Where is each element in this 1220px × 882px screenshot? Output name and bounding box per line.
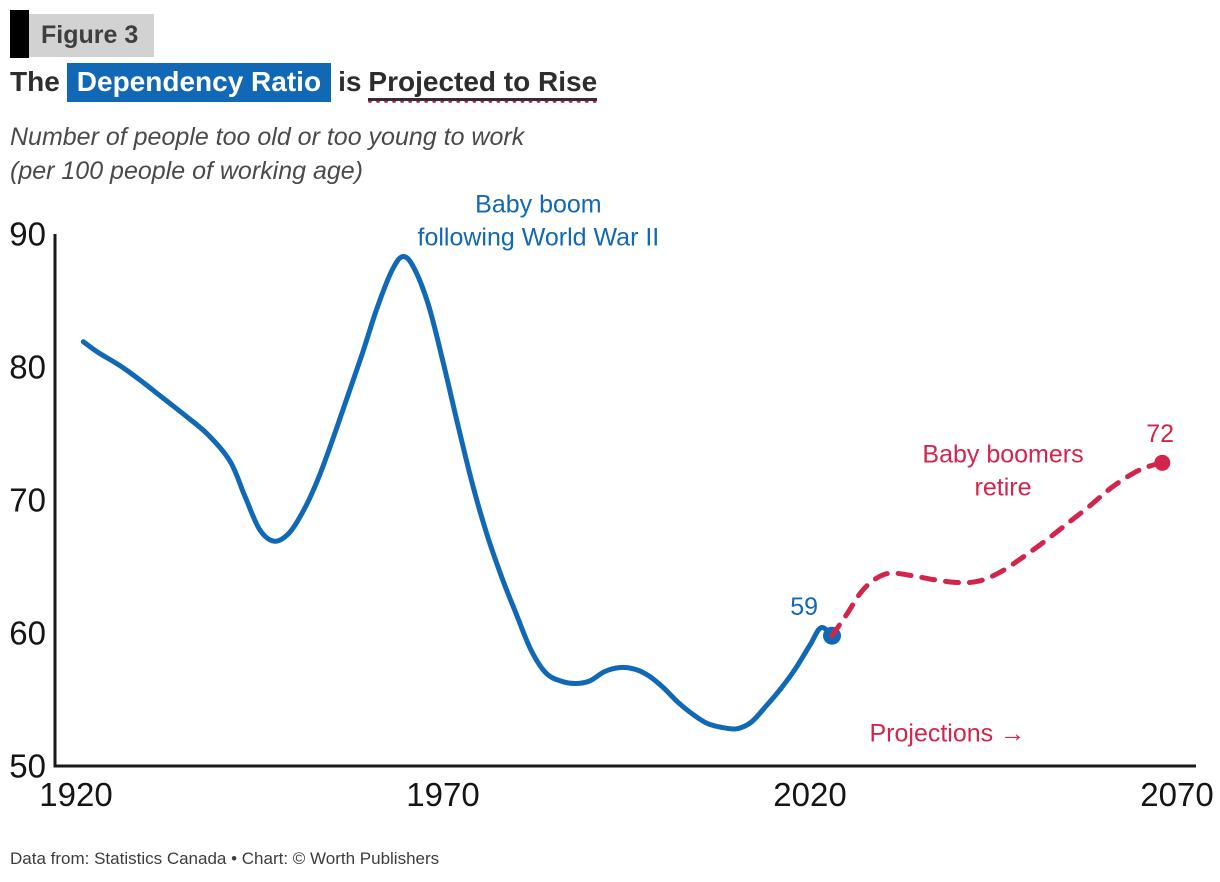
title-highlight: Dependency Ratio (66, 63, 332, 102)
chart-annotations: Baby boom following World War II 59 Baby bo… (418, 191, 1174, 748)
projection-endpoint-dot (1154, 454, 1171, 471)
title-underlined-text: Projected to Rise (368, 66, 598, 101)
series-lines (80, 254, 1171, 732)
chart-subtitle-line2: (per 100 people of working age) (10, 157, 364, 185)
y-tick-label-60: 60 (9, 615, 46, 652)
historical-line (80, 254, 835, 732)
value-label-72: 72 (1146, 420, 1174, 448)
projections-note: Projections → (869, 719, 1025, 747)
baby-boom-note-line-2: following World War II (418, 224, 660, 252)
chart-subtitle: Number of people too old or too young to… (10, 120, 524, 188)
baby-boom-note-line-1: Baby boom (475, 191, 601, 219)
x-tick-label-2070: 2070 (1140, 776, 1213, 813)
title-connector: is (338, 66, 362, 97)
title-prefix: The (10, 66, 60, 97)
y-tick-label-50: 50 (9, 748, 46, 785)
baby-boomers-retire-note-line-1: Baby boomers (922, 441, 1083, 469)
value-label-59: 59 (790, 593, 818, 621)
x-tick-label-1920: 1920 (39, 776, 112, 813)
y-tick-label-80: 80 (9, 349, 46, 386)
chart-subtitle-line1: Number of people too old or too young to… (10, 123, 525, 151)
figure-kicker-bar (10, 10, 29, 58)
figure-label: Figure 3 (29, 14, 155, 57)
chart-credit: Data from: Statistics Canada • Chart: © … (10, 849, 440, 868)
chart-title: The Dependency Ratio is Projected to Rise (10, 63, 598, 103)
projection-line (829, 460, 1165, 639)
axis-lines (53, 234, 1196, 768)
x-tick-label-2020: 2020 (773, 776, 846, 813)
x-tick-label-1970: 1970 (406, 776, 479, 813)
y-tick-label-90: 90 (9, 216, 46, 253)
baby-boomers-retire-note-line-2: retire (975, 474, 1032, 502)
title-underline-dotted: Projected to Rise (368, 66, 598, 103)
y-tick-label-70: 70 (9, 482, 46, 519)
